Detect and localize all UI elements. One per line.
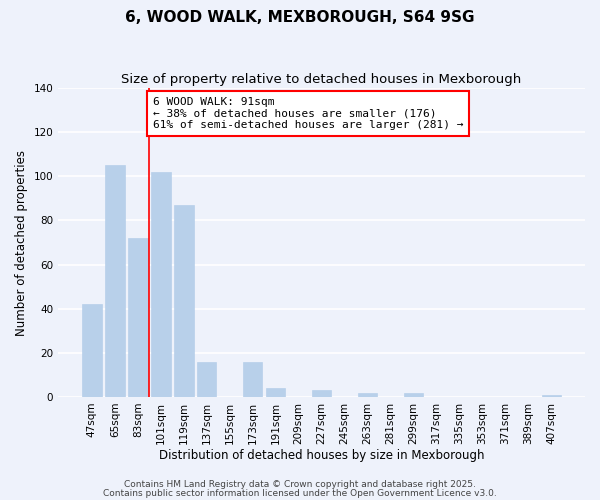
Bar (197, 362, 217, 397)
Bar (358, 392, 377, 397)
Bar (266, 388, 286, 397)
Text: Contains public sector information licensed under the Open Government Licence v3: Contains public sector information licen… (103, 489, 497, 498)
Text: Contains HM Land Registry data © Crown copyright and database right 2025.: Contains HM Land Registry data © Crown c… (124, 480, 476, 489)
Title: Size of property relative to detached houses in Mexborough: Size of property relative to detached ho… (121, 72, 522, 86)
Bar (151, 172, 170, 397)
Bar (243, 362, 262, 397)
Bar (404, 392, 423, 397)
Text: 6 WOOD WALK: 91sqm
← 38% of detached houses are smaller (176)
61% of semi-detach: 6 WOOD WALK: 91sqm ← 38% of detached hou… (153, 97, 463, 130)
Y-axis label: Number of detached properties: Number of detached properties (15, 150, 28, 336)
Bar (105, 166, 125, 397)
Bar (128, 238, 148, 397)
Bar (174, 205, 194, 397)
Text: 6, WOOD WALK, MEXBOROUGH, S64 9SG: 6, WOOD WALK, MEXBOROUGH, S64 9SG (125, 10, 475, 25)
Bar (312, 390, 331, 397)
Bar (542, 395, 561, 397)
Bar (82, 304, 101, 397)
X-axis label: Distribution of detached houses by size in Mexborough: Distribution of detached houses by size … (159, 450, 484, 462)
